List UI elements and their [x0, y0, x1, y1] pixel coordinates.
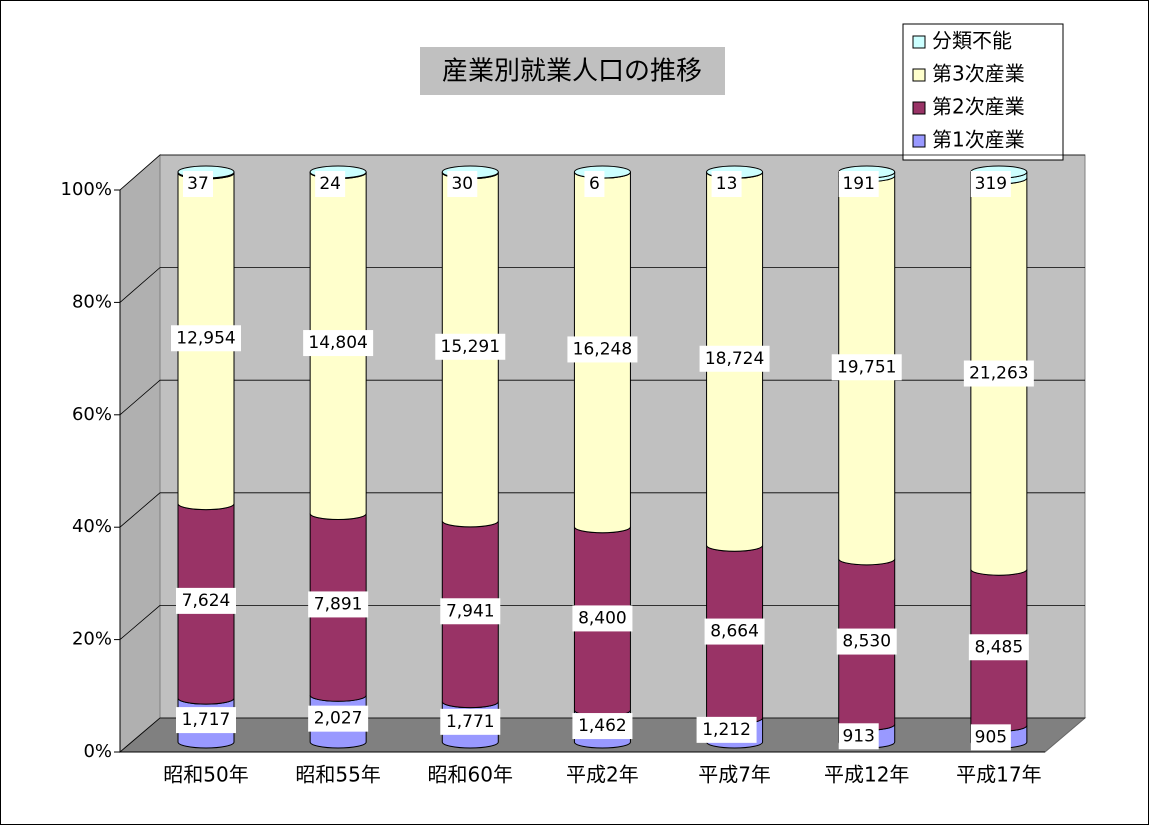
data-label: 1,717: [182, 710, 231, 730]
label-box: [303, 330, 374, 357]
label-box: [315, 171, 346, 197]
data-label: 7,891: [314, 594, 363, 614]
x-tick-label: 平成2年: [566, 763, 639, 787]
legend-label: 第2次産業: [932, 95, 1025, 119]
label-box: [308, 591, 369, 618]
x-tick-label: 平成12年: [824, 763, 909, 787]
data-label: 7,941: [446, 601, 495, 621]
legend-swatch: [912, 35, 926, 49]
grid-line: [119, 154, 1085, 191]
data-label: 905: [975, 727, 1007, 747]
label-box: [584, 171, 605, 197]
data-label: 19,751: [837, 357, 896, 377]
grid-line: [119, 379, 1085, 416]
data-label: 1,462: [578, 716, 627, 736]
legend-swatch: [912, 134, 926, 148]
side-wall: [119, 153, 161, 754]
label-box: [970, 171, 1011, 197]
data-label: 8,664: [710, 622, 759, 642]
y-tick-label: 20%: [72, 629, 112, 650]
y-tick-label: 0%: [83, 741, 112, 762]
label-box: [171, 325, 241, 352]
label-box: [183, 171, 213, 197]
data-label: 30: [451, 174, 473, 194]
data-label: 21,263: [969, 364, 1028, 384]
label-box: [968, 634, 1029, 661]
y-tick-label: 80%: [72, 291, 112, 312]
label-box: [711, 171, 742, 197]
data-label: 24: [319, 174, 341, 194]
data-label: 8,485: [975, 637, 1024, 657]
data-label: 14,804: [308, 333, 367, 353]
data-label: 15,291: [441, 337, 500, 357]
label-box: [838, 171, 879, 197]
grid-line: [119, 717, 1085, 753]
x-tick-label: 平成7年: [698, 763, 771, 787]
legend-label: 第3次産業: [932, 62, 1025, 86]
label-box: [831, 354, 902, 381]
data-label: 13: [716, 174, 738, 194]
legend-swatch: [912, 68, 926, 82]
label-box: [447, 171, 478, 197]
title-box: [420, 47, 725, 95]
data-label: 6: [589, 174, 600, 194]
label-box: [572, 605, 633, 632]
label-box: [963, 360, 1034, 387]
label-box: [838, 723, 879, 750]
legend: [902, 23, 1064, 161]
label-box: [176, 707, 236, 734]
data-label: 12,954: [176, 328, 235, 348]
data-label: 37: [187, 174, 209, 194]
chart-title: 産業別就業人口の推移: [442, 57, 702, 87]
label-box: [440, 708, 501, 735]
data-label: 1,771: [446, 712, 495, 732]
label-box: [699, 345, 770, 372]
label-box: [440, 598, 501, 625]
data-label: 913: [842, 726, 874, 746]
y-tick-label: 100%: [61, 179, 112, 200]
grid-line: [119, 605, 1085, 640]
label-box: [696, 716, 757, 743]
data-label: 18,724: [705, 349, 764, 369]
grid-line: [119, 267, 1085, 303]
label-box: [176, 587, 236, 614]
label-box: [704, 618, 765, 645]
data-label: 2,027: [314, 709, 363, 729]
label-box: [572, 713, 633, 740]
data-label: 16,248: [573, 339, 632, 359]
data-label: 7,624: [182, 591, 231, 611]
label-box: [836, 628, 897, 655]
label-box: [567, 336, 638, 363]
grid-line: [119, 492, 1085, 528]
x-tick-label: 昭和55年: [295, 763, 380, 787]
legend-swatch: [912, 101, 926, 115]
data-label: 8,530: [842, 632, 891, 652]
label-box: [435, 333, 506, 360]
x-tick-label: 平成17年: [956, 763, 1041, 787]
x-tick-label: 昭和60年: [428, 763, 513, 787]
x-tick-label: 昭和50年: [163, 763, 248, 787]
data-label: 191: [842, 174, 874, 194]
label-box: [308, 705, 369, 732]
data-label: 1,212: [702, 720, 751, 740]
legend-label: 第1次産業: [932, 128, 1025, 152]
y-tick-label: 60%: [72, 404, 112, 425]
legend-label: 分類不能: [932, 29, 1012, 53]
data-label: 8,400: [578, 608, 627, 628]
data-label: 319: [975, 174, 1007, 194]
y-tick-label: 40%: [72, 516, 112, 537]
label-box: [970, 724, 1011, 751]
